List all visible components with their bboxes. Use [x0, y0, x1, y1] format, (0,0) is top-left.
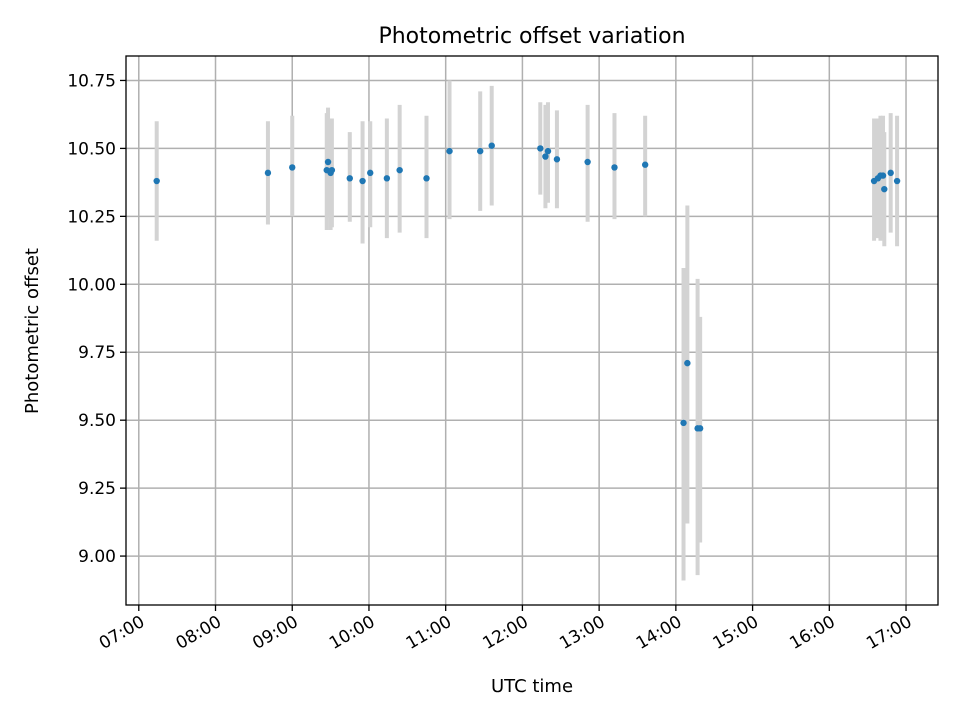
- data-point: [289, 164, 296, 171]
- y-tick-label: 9.25: [78, 479, 116, 499]
- data-point: [879, 172, 887, 179]
- data-point: [887, 169, 894, 177]
- data-point: [346, 175, 353, 182]
- data-point: [324, 158, 332, 166]
- data-point: [488, 142, 495, 149]
- data-point: [696, 425, 704, 432]
- y-tick-label: 10.25: [67, 207, 116, 227]
- data-point: [153, 177, 160, 185]
- data-point: [893, 177, 901, 185]
- data-point: [477, 147, 484, 155]
- data-points: [153, 142, 901, 432]
- data-point: [446, 147, 453, 155]
- y-tick-label: 10.00: [67, 275, 116, 295]
- data-point: [611, 164, 618, 171]
- data-point: [680, 419, 687, 427]
- data-point: [396, 166, 403, 174]
- data-point: [544, 147, 552, 155]
- data-point: [684, 359, 691, 367]
- y-tick-label: 10.50: [67, 139, 116, 159]
- data-point: [423, 175, 430, 182]
- x-axis-label: UTC time: [491, 676, 573, 697]
- y-tick-label: 9.75: [78, 343, 116, 363]
- data-point: [367, 169, 374, 177]
- chart-title: Photometric offset variation: [378, 24, 685, 49]
- data-point: [553, 156, 561, 163]
- plot-frame: [125, 55, 939, 606]
- y-tick-label: 9.00: [78, 547, 116, 567]
- y-tick-label: 10.75: [67, 71, 116, 91]
- data-point: [383, 175, 391, 182]
- data-point: [537, 145, 544, 152]
- data-point: [881, 185, 888, 193]
- data-point: [264, 169, 272, 177]
- data-point: [328, 166, 336, 174]
- data-point: [584, 158, 591, 166]
- y-tick-label: 9.50: [78, 411, 116, 431]
- data-point: [359, 177, 366, 185]
- y-axis-ticks: 9.00 9.25 9.50 9.75 10.00 10.25 10.50 10.75: [67, 71, 126, 567]
- data-point: [641, 161, 649, 168]
- data-point: [542, 153, 549, 160]
- y-axis-label: Photometric offset: [22, 248, 43, 414]
